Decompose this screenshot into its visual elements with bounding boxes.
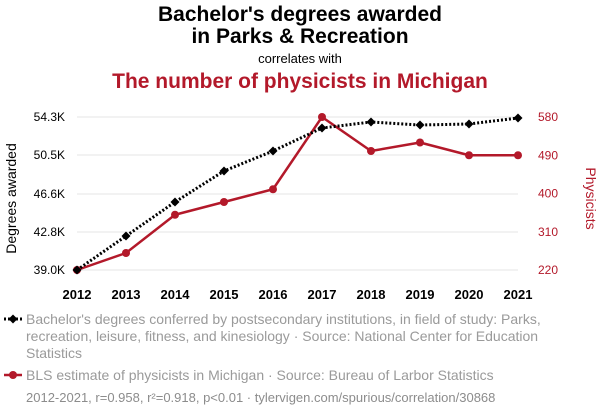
x-tick-label: 2020 [455, 287, 484, 302]
series2-point [318, 113, 326, 121]
chart-title-line-1: Bachelor's degrees awarded [158, 3, 442, 26]
y-left-tick-label: 42.8K [34, 225, 65, 239]
y-left-axis-label: Degrees awarded [3, 143, 19, 254]
x-tick-label: 2017 [308, 287, 337, 302]
y-right-tick-label: 490 [538, 148, 558, 162]
legend-series1-marker [8, 314, 18, 324]
y-left-tick-label: 39.0K [34, 263, 65, 277]
series2-point [416, 138, 424, 147]
x-tick-label: 2021 [504, 287, 533, 302]
y-right-tick-label: 310 [538, 225, 558, 239]
series1-point [121, 231, 131, 241]
series1-point [366, 117, 376, 127]
series1-point [268, 146, 278, 156]
y-right-tick-label: 220 [538, 263, 558, 277]
x-tick-label: 2016 [259, 287, 288, 302]
legend-series1-text: Bachelor's degrees conferred by postseco… [26, 311, 541, 361]
y-right-axis-label: Physicists [583, 167, 599, 229]
y-left-tick-label: 50.5K [34, 148, 65, 162]
x-tick-label: 2015 [210, 287, 239, 302]
y-right-tick-label: 400 [538, 187, 558, 201]
footer-stats: 2012-2021, r=0.958, r²=0.918, p<0.01 · t… [26, 390, 496, 405]
x-tick-label: 2018 [357, 287, 386, 302]
chart-connector-text: correlates with [258, 51, 342, 66]
series1-point [513, 113, 523, 123]
series1-line [76, 116, 519, 272]
x-tick-label: 2014 [161, 287, 191, 302]
series2-point [122, 249, 130, 257]
series2-point [171, 210, 179, 219]
x-tick-label: 2019 [406, 287, 435, 302]
chart-title-secondary: The number of physicists in Michigan [112, 70, 488, 93]
series2-point [514, 151, 522, 160]
series1-point [170, 197, 180, 207]
x-tick-label: 2013 [112, 287, 141, 302]
series1-point [72, 265, 82, 275]
y-left-tick-label: 46.6K [34, 187, 65, 201]
series2-line [76, 115, 518, 272]
series2-point [465, 151, 473, 160]
y-left-tick-label: 54.3K [34, 110, 65, 124]
series1-point [464, 119, 474, 129]
series2-point [220, 198, 228, 206]
series2-point [269, 185, 277, 194]
chart-title-line-2: in Parks & Recreation [191, 25, 409, 48]
series1-point [219, 166, 229, 176]
series2-point [367, 147, 375, 155]
y-right-tick-label: 580 [538, 110, 558, 124]
legend-series2-marker [9, 371, 17, 379]
x-tick-label: 2012 [63, 287, 92, 302]
series1-point [415, 120, 425, 130]
series1-point [317, 123, 327, 133]
legend-series2-text: BLS estimate of physicists in Michigan ·… [26, 367, 494, 383]
